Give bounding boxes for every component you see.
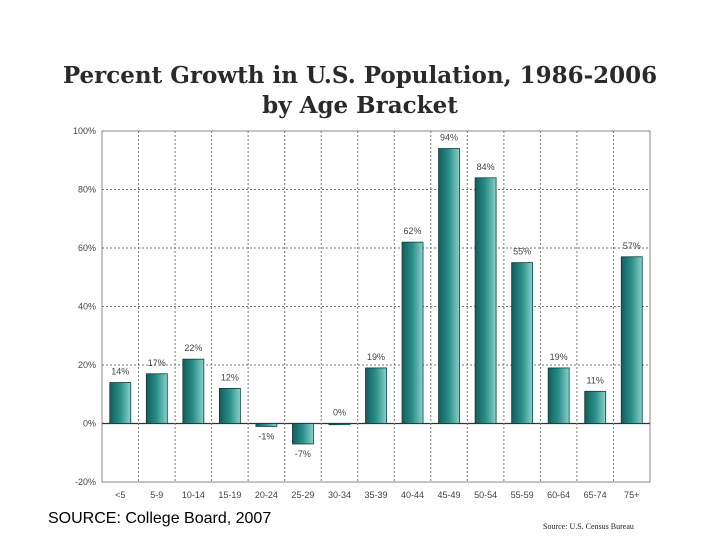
x-tick-label: 5-9 <box>150 490 163 500</box>
data-label: -7% <box>295 449 311 459</box>
x-tick-label: <5 <box>115 490 125 500</box>
data-label: -1% <box>258 431 274 441</box>
chart-title: Percent Growth in U.S. Population, 1986-… <box>62 62 658 89</box>
x-tick-label: 50-54 <box>474 490 497 500</box>
data-label: 17% <box>148 358 166 368</box>
data-label: 0% <box>333 408 346 418</box>
x-tick-label: 60-64 <box>547 490 570 500</box>
bar <box>511 262 534 424</box>
data-label: 94% <box>440 133 458 143</box>
data-label: 11% <box>587 375 604 385</box>
bar <box>474 177 497 424</box>
chart-source-note: Source: U.S. Census Bureau <box>543 522 634 531</box>
x-tick-label: 35-39 <box>364 490 387 500</box>
x-tick-label: 10-14 <box>182 490 205 500</box>
footer-source: SOURCE: College Board, 2007 <box>48 510 272 527</box>
x-tick-label: 55-59 <box>511 490 534 500</box>
x-tick-label: 30-34 <box>328 490 351 500</box>
x-tick-label: 65-74 <box>584 490 607 500</box>
y-tick-label: -20% <box>75 477 96 487</box>
chart-subtitle: by Age Bracket <box>262 92 458 119</box>
data-label: 19% <box>550 352 568 362</box>
bar <box>218 387 241 424</box>
y-tick-label: 100% <box>73 126 96 136</box>
bar <box>401 241 424 424</box>
data-label: 22% <box>184 343 202 353</box>
x-tick-label: 20-24 <box>255 490 278 500</box>
data-label: 14% <box>111 367 129 377</box>
bar <box>145 373 168 424</box>
x-tick-label: 25-29 <box>291 490 314 500</box>
x-tick-label: 40-44 <box>401 490 424 500</box>
y-tick-label: 20% <box>78 360 96 370</box>
data-label: 57% <box>623 241 641 251</box>
bar <box>438 148 460 424</box>
x-tick-label: 75+ <box>624 490 639 500</box>
bar <box>547 367 570 424</box>
data-label: 12% <box>221 372 239 382</box>
bar <box>584 390 607 424</box>
x-tick-label: 15-19 <box>218 490 241 500</box>
bar <box>328 423 351 426</box>
y-tick-label: 60% <box>78 243 96 253</box>
bar <box>109 382 132 424</box>
bar <box>292 423 314 445</box>
bar <box>255 423 278 427</box>
bar <box>365 367 387 424</box>
y-tick-label: 80% <box>78 185 96 195</box>
data-label: 62% <box>404 226 422 236</box>
x-tick-label: 45-49 <box>438 490 461 500</box>
y-tick-label: 0% <box>83 419 96 429</box>
data-label: 55% <box>513 247 531 257</box>
bar <box>182 358 205 424</box>
data-label: 84% <box>477 162 495 172</box>
y-tick-label: 40% <box>78 302 96 312</box>
data-label: 19% <box>367 352 385 362</box>
bar <box>620 256 643 424</box>
